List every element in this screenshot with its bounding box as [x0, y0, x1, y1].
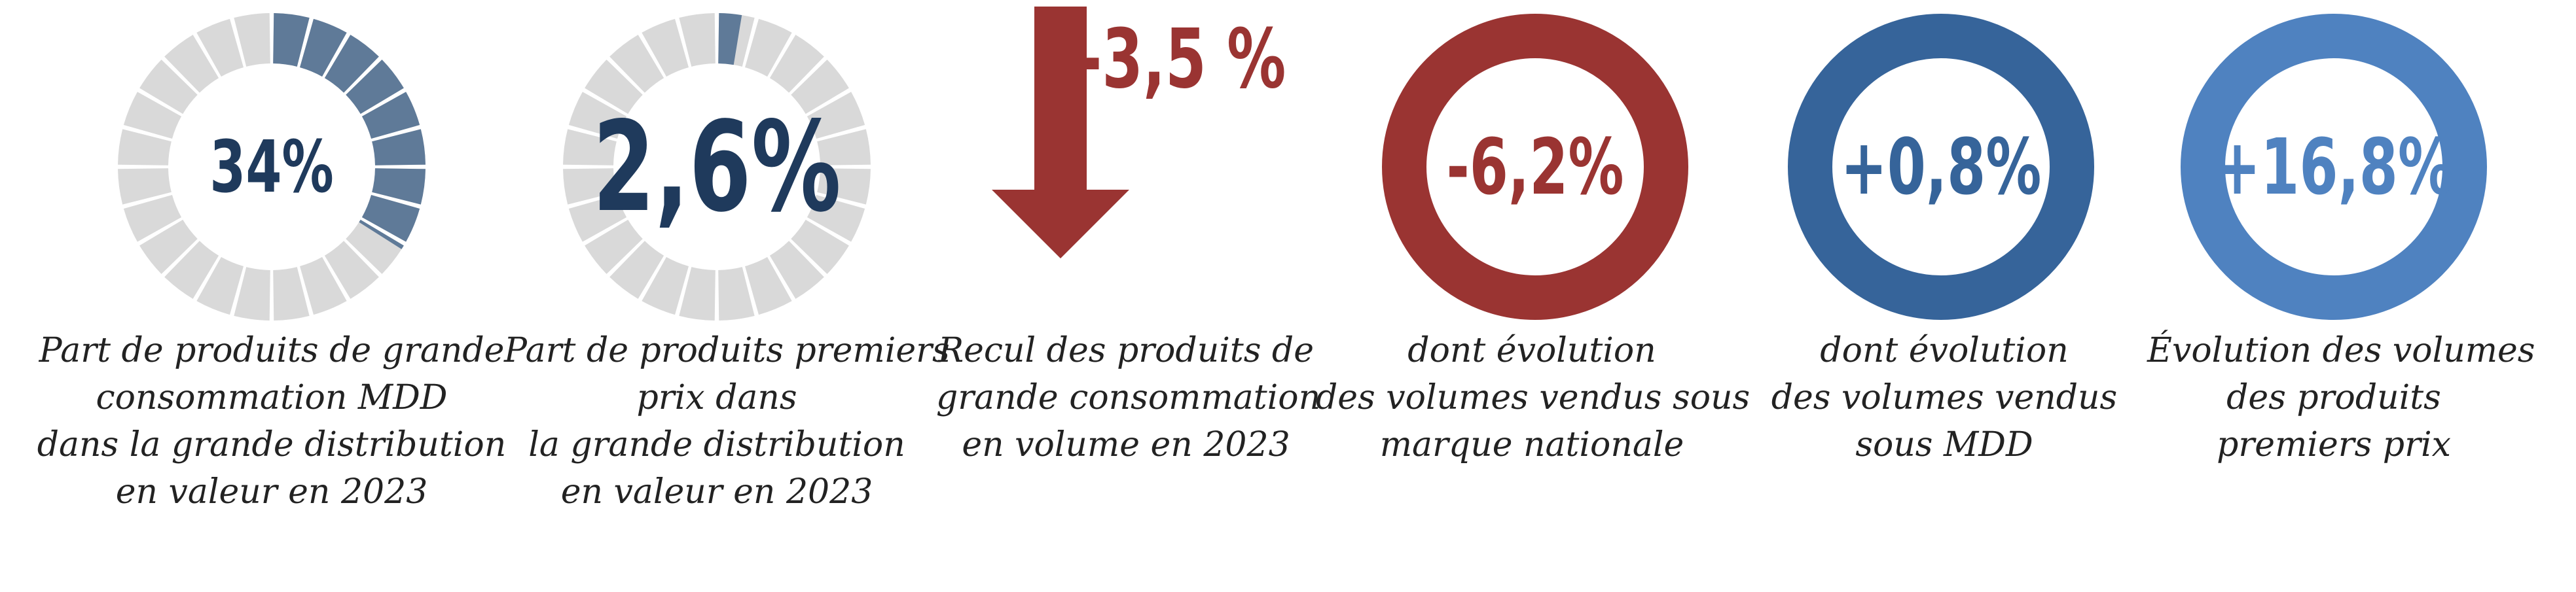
panel-mdd-volume: +0,8% dont évolution des volumes vendus … [1754, 0, 2147, 592]
gauge-segment [346, 60, 404, 114]
caption-line: consommation MDD [96, 378, 448, 417]
caption-mdd-share: Part de produits de grande consommation … [26, 327, 517, 515]
gauge-segment [769, 35, 824, 93]
gauge-segment [118, 168, 172, 205]
gauge-segment [642, 256, 689, 315]
gauge-segment [273, 13, 310, 67]
caption-premiers-prix-share: Part de produits premiers prix dans la g… [504, 327, 950, 515]
caption-line: dans la grande distribution [37, 425, 507, 464]
gauge-value: 2,6% [592, 94, 841, 239]
gauge-segment [123, 195, 182, 242]
caption-line: Part de produits de grande [39, 331, 505, 370]
caption-line: des volumes vendus sous [1316, 378, 1751, 417]
gauge-segment [679, 13, 716, 67]
gauge-segment [234, 13, 270, 67]
panel-premiers-prix-volume: +16,8% Évolution des volumes des produit… [2147, 0, 2566, 592]
gauge-value: 34% [209, 125, 334, 209]
gauge-segment [745, 18, 792, 77]
gauge-segment [807, 92, 865, 139]
gauge-segment [807, 195, 865, 242]
caption-line: Recul des produits de [937, 331, 1314, 370]
caption-line: Part de produits premiers [504, 331, 950, 370]
gauge-segment [164, 35, 219, 93]
gauge-segment [817, 168, 871, 205]
caption-line: en valeur en 2023 [115, 472, 428, 512]
gauge-segment [234, 267, 270, 321]
caption-line: Évolution des volumes [2147, 331, 2535, 370]
down-arrow-icon [992, 7, 1129, 258]
gauge-segment [361, 92, 420, 139]
gauge-segment [123, 92, 182, 139]
gauge-premiers-prix-share [563, 13, 871, 321]
gauge-segment [361, 195, 420, 242]
caption-national-brand: dont évolution des volumes vendus sous m… [1316, 327, 1751, 468]
panel-premiers-prix-share: 2,6% Part de produits premiers prix dans… [504, 0, 962, 592]
gauge-mdd-share [118, 13, 426, 321]
caption-line: premiers prix [2217, 425, 2451, 464]
caption-line: sous MDD [1855, 425, 2033, 464]
gauge-segment [324, 35, 379, 93]
gauge-segment [609, 35, 664, 93]
caption-line: des volumes vendus [1771, 378, 2118, 417]
ring-value: +0,8% [1840, 122, 2042, 212]
gauge-segment [585, 60, 643, 114]
gauge-segment [273, 267, 310, 321]
gauge-segments [563, 13, 871, 321]
gauge-segment [164, 241, 219, 299]
gauge-segment [791, 60, 849, 114]
panel-mdd-share: 34% Part de produits de grande consommat… [0, 0, 543, 592]
gauge-segment [372, 129, 426, 165]
gauge-segment [563, 168, 617, 205]
caption-line: prix dans [636, 378, 797, 417]
gauge-segment [745, 256, 792, 315]
decline-value: -3,5 % [1078, 11, 1286, 107]
gauge-segment [642, 18, 689, 77]
panel-volume-decline: -3,5 % Recul des produits de grande cons… [936, 0, 1329, 592]
gauge-segment [139, 60, 198, 114]
caption-volume-decline: Recul des produits de grande consommatio… [936, 327, 1321, 468]
ring-national-brand [1382, 14, 1688, 320]
gauge-segment [817, 129, 871, 165]
gauge-segment [609, 241, 664, 299]
gauge-segment [372, 168, 426, 205]
caption-line: la grande distribution [528, 425, 905, 464]
gauge-segment [568, 92, 627, 139]
caption-line: dont évolution [1407, 331, 1656, 370]
gauge-segment [300, 256, 347, 315]
gauge-segment [346, 219, 404, 274]
caption-line: grande consommation [936, 378, 1321, 417]
gauge-segment [568, 195, 627, 242]
gauge-segment [563, 129, 617, 165]
gauge-segment [359, 219, 404, 249]
gauge-segment [324, 241, 379, 299]
gauge-segment [585, 219, 643, 274]
panel-national-brand: -6,2% dont évolution des volumes vendus … [1316, 0, 1750, 592]
ring-value: -6,2% [1446, 122, 1624, 212]
gauge-segment [118, 129, 172, 165]
gauge-segment [139, 219, 198, 274]
ring-premiers-prix-volume [2181, 14, 2487, 320]
gauge-segments [118, 13, 426, 321]
caption-line: des produits [2226, 378, 2441, 417]
ring-value: +16,8% [2214, 122, 2454, 212]
gauge-segment [791, 219, 849, 274]
caption-premiers-prix-volume: Évolution des volumes des produits premi… [2147, 327, 2535, 468]
gauge-segment [300, 18, 347, 77]
gauge-segment [718, 267, 755, 321]
caption-line: marque nationale [1379, 425, 1684, 464]
caption-line: dont évolution [1820, 331, 2069, 370]
gauge-segment [769, 241, 824, 299]
ring-mdd-volume [1788, 14, 2094, 320]
gauge-segment [196, 18, 244, 77]
gauge-segment [196, 256, 244, 315]
caption-mdd-volume: dont évolution des volumes vendus sous M… [1754, 327, 2134, 468]
caption-line: en valeur en 2023 [560, 472, 873, 512]
gauge-segment [679, 267, 716, 321]
gauge-segment [718, 13, 742, 65]
caption-line: en volume en 2023 [962, 425, 1290, 464]
